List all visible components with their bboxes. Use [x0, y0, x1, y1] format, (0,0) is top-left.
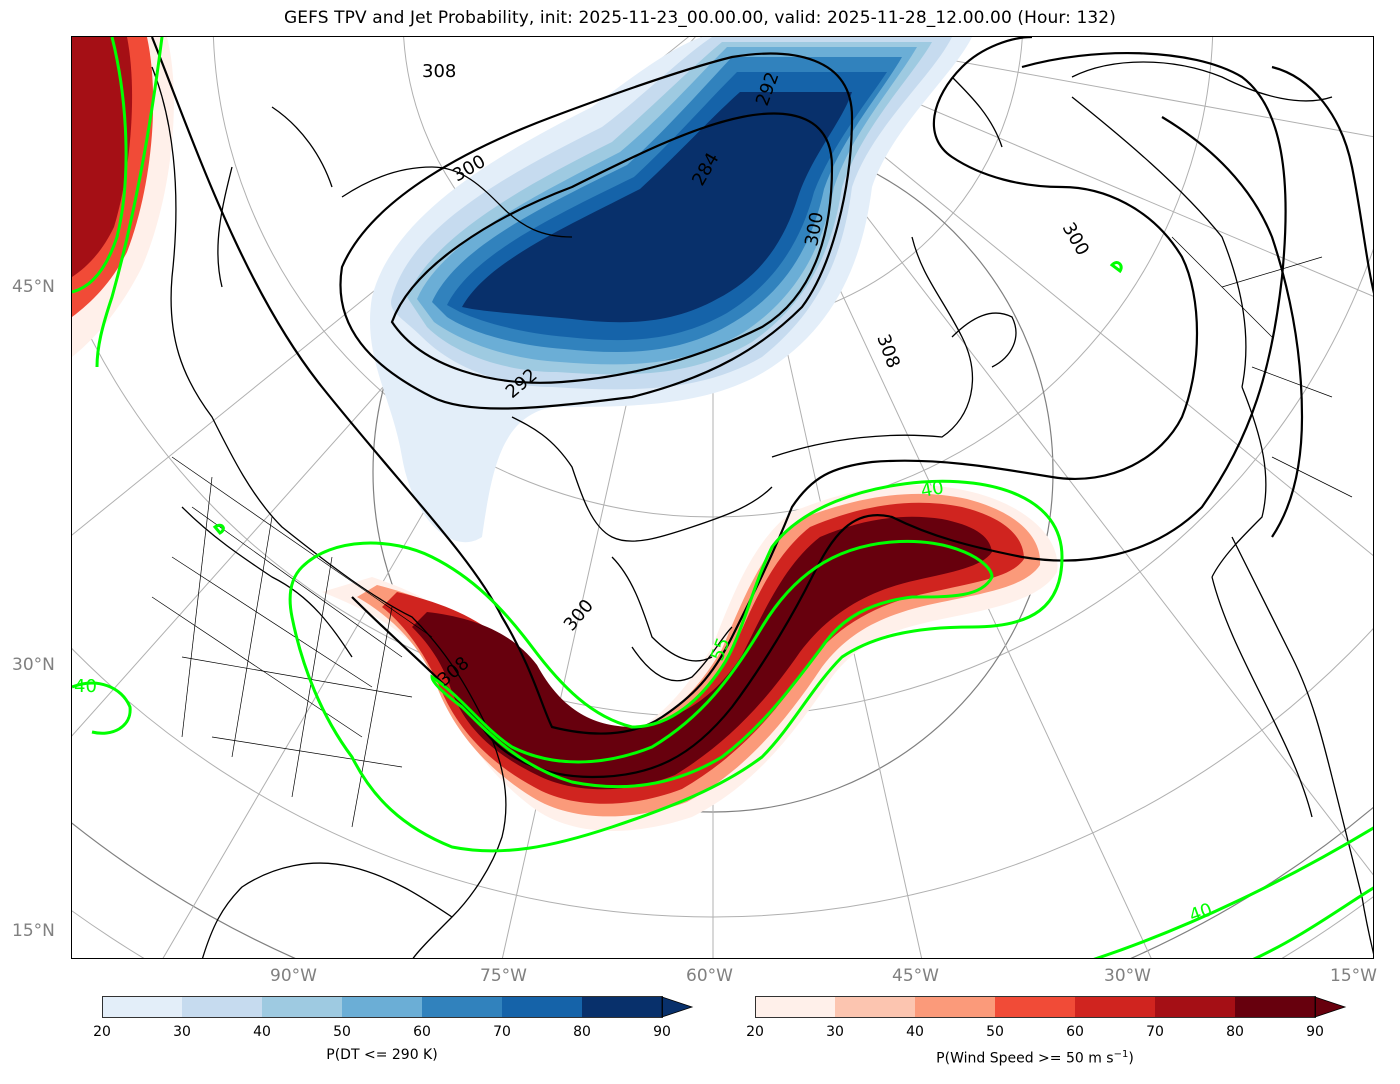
lon-label-15w: 15°W [1330, 966, 1377, 986]
theta-label-8: 300 [560, 595, 598, 635]
tpv-colorbar-label: P(DT <= 290 K) [326, 1047, 438, 1063]
coastlines [151, 61, 1373, 958]
theta-label-10: 300 [1058, 219, 1093, 259]
tpv-colorbar-tick-label: 90 [653, 1024, 671, 1040]
lon-label-90w: 90°W [270, 966, 317, 986]
lon-label-45w: 45°W [892, 966, 939, 986]
jet-colorbar [755, 996, 1347, 1018]
tpv-colorbar [102, 996, 694, 1018]
jet-55-contour [430, 539, 994, 789]
theta-300-contour [339, 52, 854, 410]
jet-colorbar-label: P(Wind Speed >= 50 m s−1) [755, 1049, 1315, 1067]
lon-label-30w: 30°W [1104, 966, 1151, 986]
jet-label-1: 40 [919, 477, 945, 502]
jet-colorbar-ticks: 20 30 40 50 60 70 80 90 [746, 1024, 1324, 1042]
jet-colorbar-tick-label: 90 [1306, 1024, 1324, 1040]
jet-label-3: 40 [74, 676, 97, 697]
tpv-colorbar-cell [102, 997, 182, 1017]
jet-contours [72, 37, 1373, 958]
jet-40-contour-blob-2 [212, 523, 225, 535]
jet-colorbar-cell [1235, 997, 1315, 1017]
map-canvas: 308 300 292 284 300 308 292 300 308 300 … [72, 37, 1373, 958]
tpv-colorbar-cells [102, 997, 662, 1017]
lon-label-60w: 60°W [686, 966, 733, 986]
jet-prob-main-80 [412, 516, 992, 790]
theta-east-contour-2 [1271, 65, 1373, 294]
jet-colorbar-tick-label: 40 [906, 1024, 924, 1040]
tpv-colorbar-tick-label: 20 [93, 1024, 111, 1040]
tpv-colorbar-cell [262, 997, 342, 1017]
lat-label-45n: 45°N [12, 277, 55, 297]
tpv-colorbar-tick-label: 40 [253, 1024, 271, 1040]
jet-colorbar-cell [995, 997, 1075, 1017]
state-borders [151, 236, 1353, 828]
jet-40-contour-southeast-2 [1252, 886, 1373, 958]
theta-east-contour [1161, 116, 1304, 538]
map-panel: 308 300 292 284 300 308 292 300 308 300 … [71, 36, 1374, 959]
jet-colorbar-tick-label: 20 [746, 1024, 764, 1040]
jet-colorbar-cell [1155, 997, 1235, 1017]
jet-colorbar-cell [835, 997, 915, 1017]
theta-label-6: 308 [872, 332, 903, 371]
jet-colorbar-cell [915, 997, 995, 1017]
jet-colorbar-tick-label: 60 [1066, 1024, 1084, 1040]
jet-40-contour-west [72, 37, 128, 294]
lon-label-75w: 75°W [480, 966, 527, 986]
tpv-colorbar-cell [182, 997, 262, 1017]
jet-colorbar-label-exponent: −1 [1113, 1049, 1129, 1060]
tpv-colorbar-ticks: 20 30 40 50 60 70 80 90 [93, 1024, 671, 1042]
tpv-probability-field [369, 37, 973, 543]
jet-40-contour-southeast [1093, 826, 1373, 958]
tpv-colorbar-tick-label: 70 [493, 1024, 511, 1040]
jet-colorbar-cell [755, 997, 835, 1017]
tpv-colorbar-cell [502, 997, 582, 1017]
theta-292-contour [390, 112, 834, 384]
tpv-colorbar-tick-label: 60 [413, 1024, 431, 1040]
theta-contours [150, 37, 1373, 779]
jet-colorbar-label-prefix: P(Wind Speed >= 50 m s [936, 1050, 1114, 1067]
tpv-colorbar-tick-label: 80 [573, 1024, 591, 1040]
tpv-colorbar-tick-label: 50 [333, 1024, 351, 1040]
theta-308-contour [150, 37, 1199, 735]
jet-colorbar-tick-label: 70 [1146, 1024, 1164, 1040]
jet-colorbar-extend-arrow [1314, 996, 1347, 1018]
tpv-colorbar-tick-label: 30 [173, 1024, 191, 1040]
figure-title: GEFS TPV and Jet Probability, init: 2025… [284, 8, 1116, 28]
tpv-prob-80 [462, 92, 852, 323]
theta-label-1: 308 [422, 61, 456, 82]
jet-colorbar-tick-label: 50 [986, 1024, 1004, 1040]
jet-colorbar-tick-label: 80 [1226, 1024, 1244, 1040]
tpv-colorbar-cell [582, 997, 662, 1017]
tpv-colorbar-cell [342, 997, 422, 1017]
jet-colorbar-tick-label: 30 [826, 1024, 844, 1040]
lat-label-30n: 30°N [12, 655, 55, 675]
jet-colorbar-cell [1075, 997, 1155, 1017]
jet-colorbar-label-suffix: ) [1128, 1050, 1134, 1067]
tpv-colorbar-cell [422, 997, 502, 1017]
jet-40-contour-west-2 [95, 37, 164, 368]
jet-prob-left-80 [72, 37, 133, 277]
jet-40-contour-blob [1109, 261, 1123, 274]
jet-colorbar-cells [755, 997, 1315, 1017]
lat-label-15n: 15°N [12, 921, 55, 941]
theta-308-ring [351, 51, 1287, 779]
jet-40-contour-southwest [72, 681, 132, 735]
jet-40-contour-main [288, 479, 1064, 853]
tpv-colorbar-extend-arrow [661, 996, 694, 1018]
jet-probability-field [72, 37, 1058, 831]
